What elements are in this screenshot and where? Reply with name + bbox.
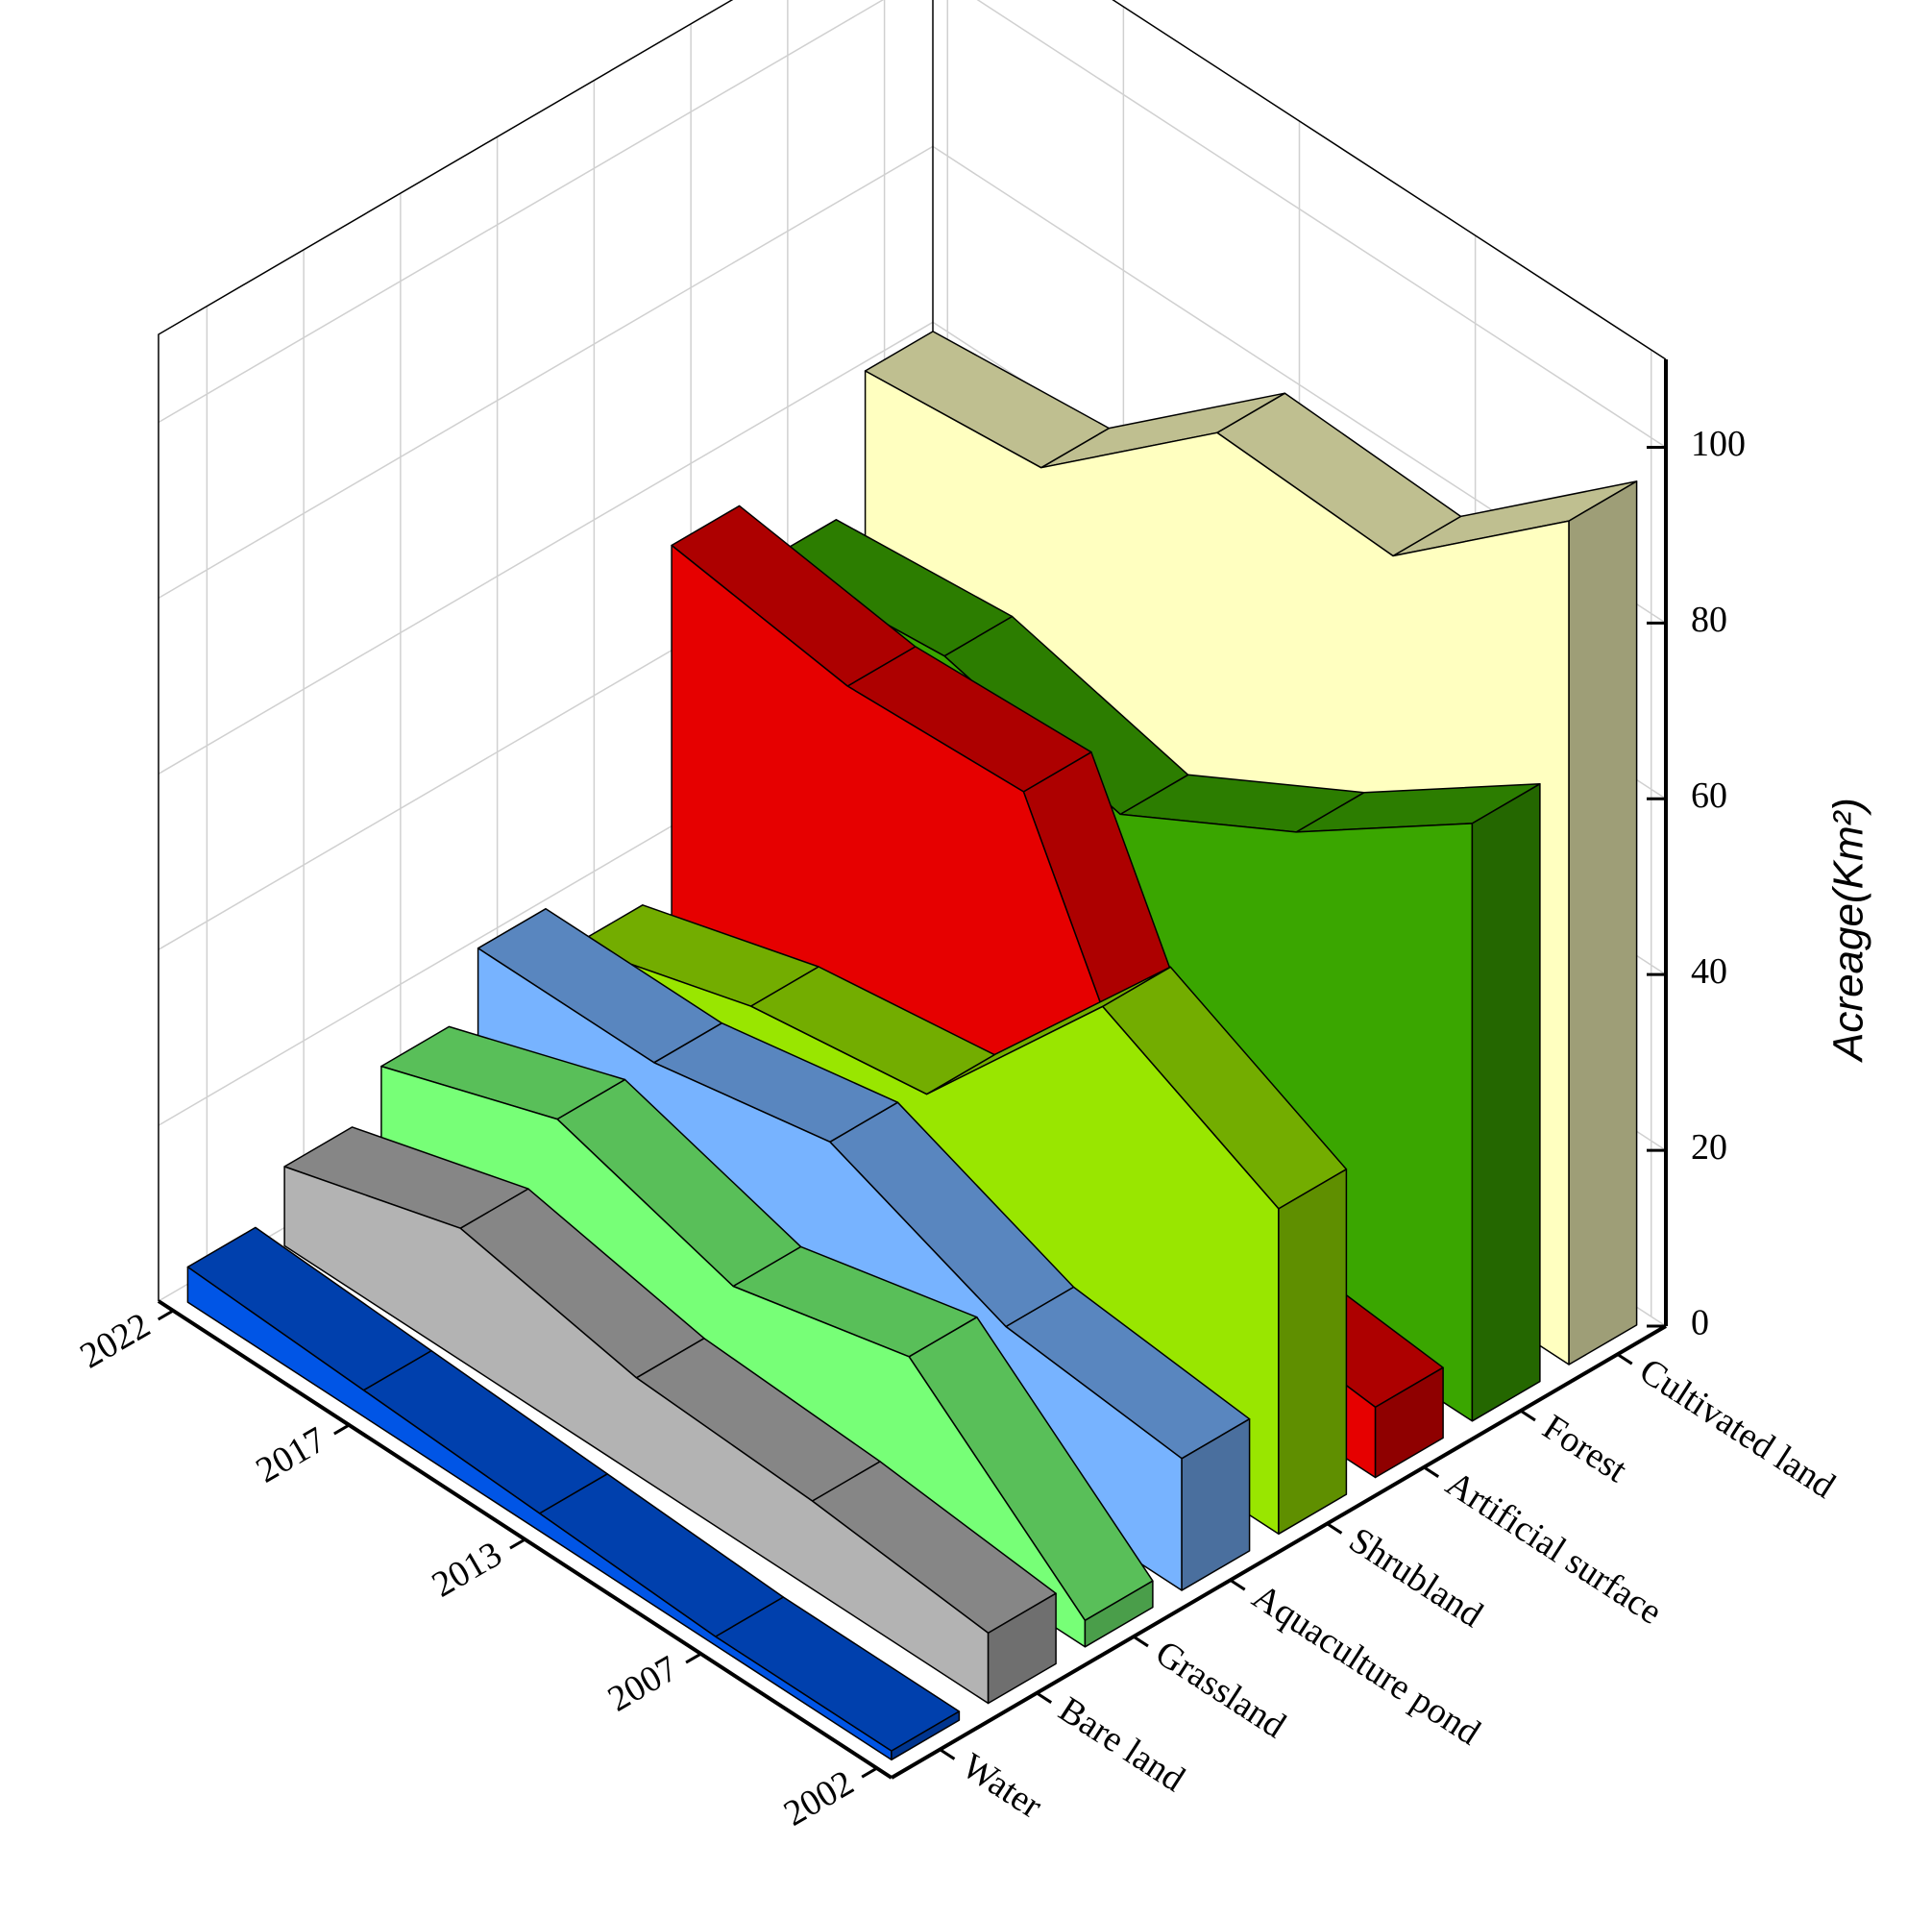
series-tick <box>1520 1409 1536 1422</box>
x-tick <box>861 1766 878 1779</box>
wall-end <box>1181 1417 1251 1591</box>
y-tick-label: 0 <box>1691 1303 1709 1343</box>
series-label: Forest <box>1535 1407 1634 1490</box>
x-tick-label: 2017 <box>250 1419 333 1491</box>
frame <box>158 0 1667 1301</box>
wall-end <box>891 1710 961 1761</box>
series-label: Bare land <box>1052 1689 1192 1800</box>
series-wall <box>186 1226 961 1761</box>
grid-line <box>158 0 1667 449</box>
series-tick <box>1423 1465 1440 1478</box>
x-tick-label: 2022 <box>73 1305 157 1377</box>
series-tick <box>1229 1579 1246 1591</box>
wall-end <box>1278 1169 1348 1536</box>
series-label: Shrubland <box>1342 1520 1490 1636</box>
series-tick <box>1616 1353 1633 1365</box>
plot-area <box>186 331 1638 1761</box>
series-label: Water <box>955 1746 1049 1827</box>
left-wall <box>159 0 933 1301</box>
series-label: Grassland <box>1148 1633 1292 1746</box>
series-label: Cultivated land <box>1632 1350 1842 1506</box>
x-tick <box>509 1538 526 1550</box>
x-tick <box>685 1652 702 1664</box>
series-tick <box>939 1748 956 1760</box>
x-tick-label: 2007 <box>601 1648 685 1720</box>
y-tick-label: 60 <box>1691 775 1727 816</box>
series-wall <box>283 1126 1057 1705</box>
y-tick-label: 40 <box>1691 951 1727 992</box>
wall-end <box>1471 783 1541 1422</box>
x-tick-label: 2013 <box>426 1534 509 1606</box>
x-tick <box>157 1309 175 1321</box>
x-tick-label: 2002 <box>777 1762 861 1834</box>
y-tick-label: 80 <box>1691 600 1727 640</box>
series-tick <box>1036 1691 1053 1704</box>
y-tick-label: 20 <box>1691 1127 1727 1168</box>
series-tick <box>1326 1522 1343 1535</box>
x-tick <box>333 1423 351 1436</box>
y-tick-label: 100 <box>1691 424 1746 464</box>
wall-front <box>283 1166 990 1705</box>
wall-end <box>1374 1366 1444 1479</box>
wall-front <box>186 1266 893 1761</box>
series-tick <box>1133 1635 1149 1648</box>
wall-end <box>1568 480 1638 1365</box>
series-axis <box>890 1324 1668 1780</box>
y-axis-title: Acreage(Km²) <box>1825 798 1872 1064</box>
wall-end <box>987 1592 1057 1705</box>
wall-end <box>1084 1580 1154 1648</box>
